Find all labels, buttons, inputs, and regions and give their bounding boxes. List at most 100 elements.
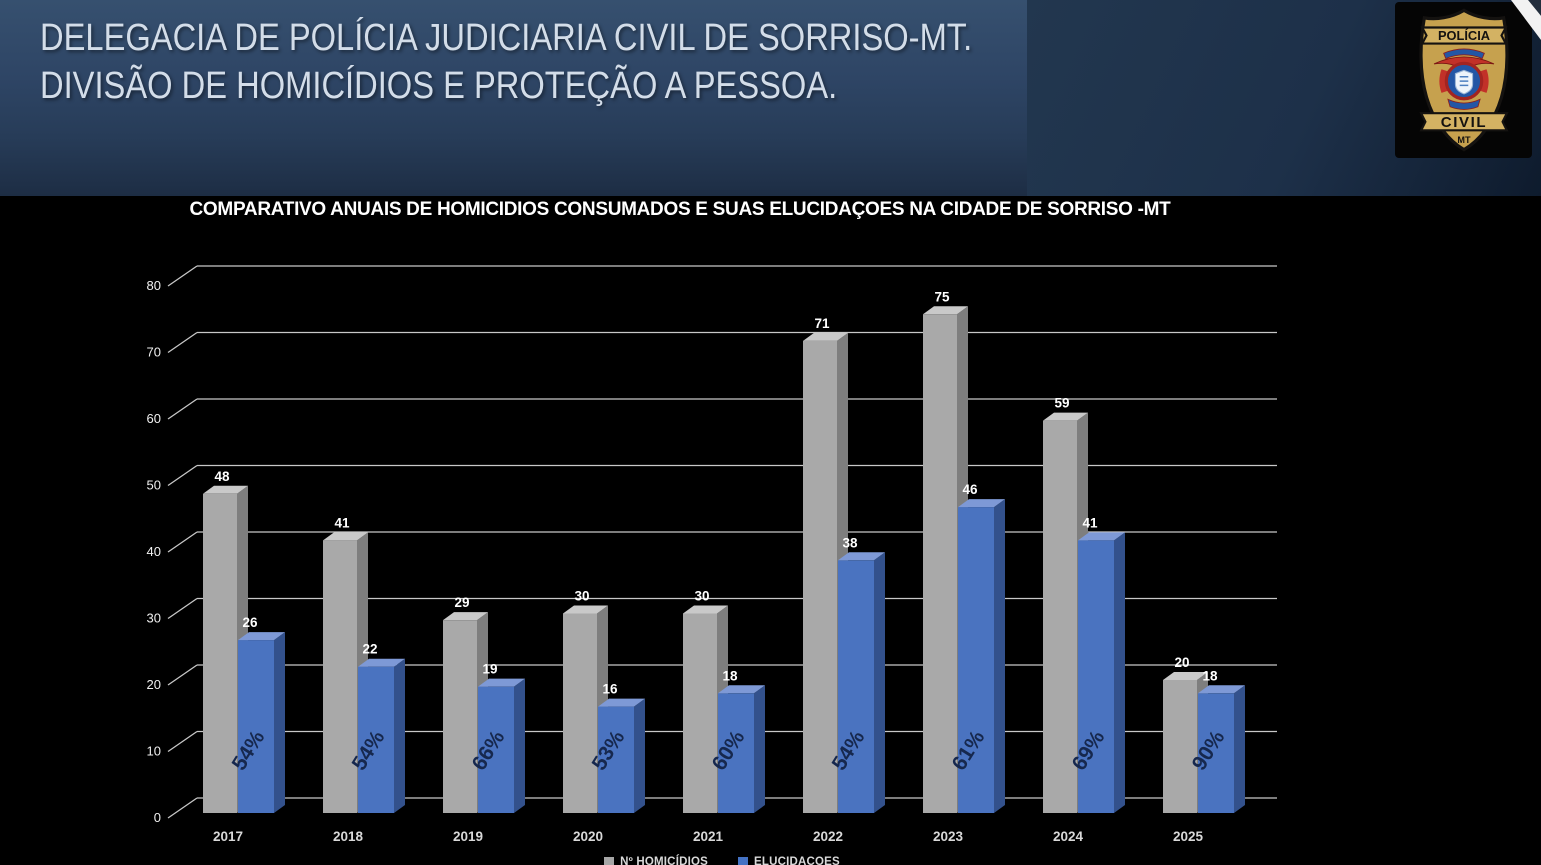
axis-tick-diagonal [167,730,198,753]
bar-elucidacoes-2021-front [718,693,754,813]
value-label-homicidios: 75 [934,289,950,304]
bar-elucidacoes-2017-front [238,640,274,813]
legend-swatch-elucidacoes [738,857,749,865]
axis-tick-diagonal [167,797,198,819]
bar-elucidacoes-2019-front [478,686,514,813]
bar-elucidacoes-2018-side [394,658,405,813]
value-label-elucidacoes: 19 [482,662,497,677]
badge-bottom-ribbon [1418,112,1509,132]
bar-elucidacoes-2017-side [274,632,285,813]
banner-gradient-left [0,0,1027,196]
bar-elucidacoes-2024-front [1078,540,1114,813]
bar-homicidios-2021-top [683,605,728,614]
value-label-homicidios: 71 [814,316,830,331]
y-axis-tick-label: 10 [147,744,161,759]
bar-homicidios-2020-top [563,605,608,614]
bar-elucidacoes-2024-top [1078,532,1125,541]
value-label-elucidacoes: 38 [842,535,858,550]
bar-homicidios-2021-front [683,613,717,813]
axis-tick-diagonal [167,597,198,620]
bar-elucidacoes-2022-top [838,552,885,561]
legend-item-elucidacoes: ELUCIDAÇOES [738,856,840,865]
badge-text-mt: MT [1457,135,1471,145]
bar-elucidacoes-2020-front [598,706,634,813]
legend-swatch-homicidios [604,857,615,865]
y-axis-tick-label: 30 [147,611,161,626]
bar-homicidios-2025-front [1163,680,1197,813]
policia-civil-badge: POLÍCIA CIVIL MT [1395,2,1532,158]
value-label-elucidacoes: 16 [602,682,618,697]
bar-elucidacoes-2021-top [718,685,765,694]
value-label-homicidios: 30 [574,589,589,604]
x-axis-year-label: 2017 [213,829,243,844]
legend-label-homicidios: Nº HOMICÍDIOS [620,856,709,865]
value-label-elucidacoes: 18 [1202,668,1218,683]
bar-homicidios-2022-top [803,332,848,341]
badge-inner-shield-lines [1459,76,1468,87]
value-label-homicidios: 48 [214,469,230,484]
value-label-homicidios: 20 [1174,655,1189,670]
value-label-elucidacoes: 18 [722,668,738,683]
bar-elucidacoes-2025-front [1198,693,1234,813]
y-axis-tick-label: 0 [154,810,161,825]
x-axis-year-label: 2018 [333,829,364,844]
x-axis-year-label: 2021 [693,829,724,844]
value-label-homicidios: 29 [454,595,469,610]
bar-elucidacoes-2023-top [958,499,1005,508]
bar-homicidios-2023-top [923,306,968,315]
value-label-homicidios: 41 [334,515,350,530]
axis-tick-diagonal [167,265,198,287]
header-banner: DELEGACIA DE POLÍCIA JUDICIARIA CIVIL DE… [0,0,1541,196]
bar-homicidios-2022-front [803,340,837,813]
axis-tick-diagonal [167,464,198,487]
bar-homicidios-2019-front [443,620,477,813]
axis-tick-diagonal [167,331,198,354]
bar-elucidacoes-2020-top [598,698,645,707]
chart-legend: Nº HOMICÍDIOS ELUCIDAÇOES [0,856,1444,865]
bar-homicidios-2024-front [1043,420,1077,813]
bar-homicidios-2017-front [203,493,237,813]
bar-elucidacoes-2022-side [874,552,885,813]
chart-title: COMPARATIVO ANUAIS DE HOMICIDIOS CONSUMA… [189,199,1171,220]
bar-chart: 01020304050607080482654%2017412254%20182… [147,265,1277,844]
bar-elucidacoes-2025-top [1198,685,1245,694]
legend-label-elucidacoes: ELUCIDAÇOES [754,856,840,865]
value-label-elucidacoes: 46 [962,482,978,497]
bar-homicidios-2020-front [563,613,597,813]
bar-elucidacoes-2020-side [634,698,645,813]
axis-tick-diagonal [167,664,198,686]
x-axis-year-label: 2022 [813,829,843,844]
page-title: DELEGACIA DE POLÍCIA JUDICIARIA CIVIL DE… [40,14,972,110]
bar-homicidios-2019-top [443,612,488,621]
y-axis-tick-label: 20 [147,677,161,692]
legend-item-homicidios: Nº HOMICÍDIOS [604,856,708,865]
bar-homicidios-2024-top [1043,412,1088,421]
badge-inner-shield [1454,69,1473,95]
value-label-elucidacoes: 26 [242,615,258,630]
y-axis-tick-label: 40 [147,544,161,559]
y-axis-tick-label: 80 [147,278,161,293]
bar-homicidios-2025-top [1163,672,1208,680]
bar-elucidacoes-2023-front [958,507,994,813]
bar-elucidacoes-2021-side [754,685,765,813]
y-axis-tick-label: 50 [147,478,161,493]
badge-blue-banner-top [1442,48,1485,60]
value-label-elucidacoes: 41 [1082,515,1098,530]
value-label-homicidios: 59 [1054,396,1069,411]
bar-homicidios-2023-front [923,314,957,813]
bar-elucidacoes-2024-side [1114,532,1125,813]
y-axis-tick-label: 70 [147,345,161,360]
value-label-homicidios: 30 [694,589,709,604]
x-axis-year-label: 2024 [1053,829,1084,844]
bar-elucidacoes-2025-side [1234,685,1245,813]
bar-elucidacoes-2023-side [994,499,1005,813]
axis-tick-diagonal [167,398,198,420]
page-title-line1: DELEGACIA DE POLÍCIA JUDICIARIA CIVIL DE… [40,17,973,59]
page-title-line2: DIVISÃO DE HOMICÍDIOS E PROTEÇÃO A PESSO… [40,65,838,107]
badge-text-civil: CIVIL [1440,114,1486,131]
x-axis-year-label: 2019 [453,829,483,844]
bar-elucidacoes-2019-top [478,678,525,687]
axis-tick-diagonal [167,531,198,553]
bar-elucidacoes-2017-top [238,632,285,641]
value-label-elucidacoes: 22 [362,642,377,657]
